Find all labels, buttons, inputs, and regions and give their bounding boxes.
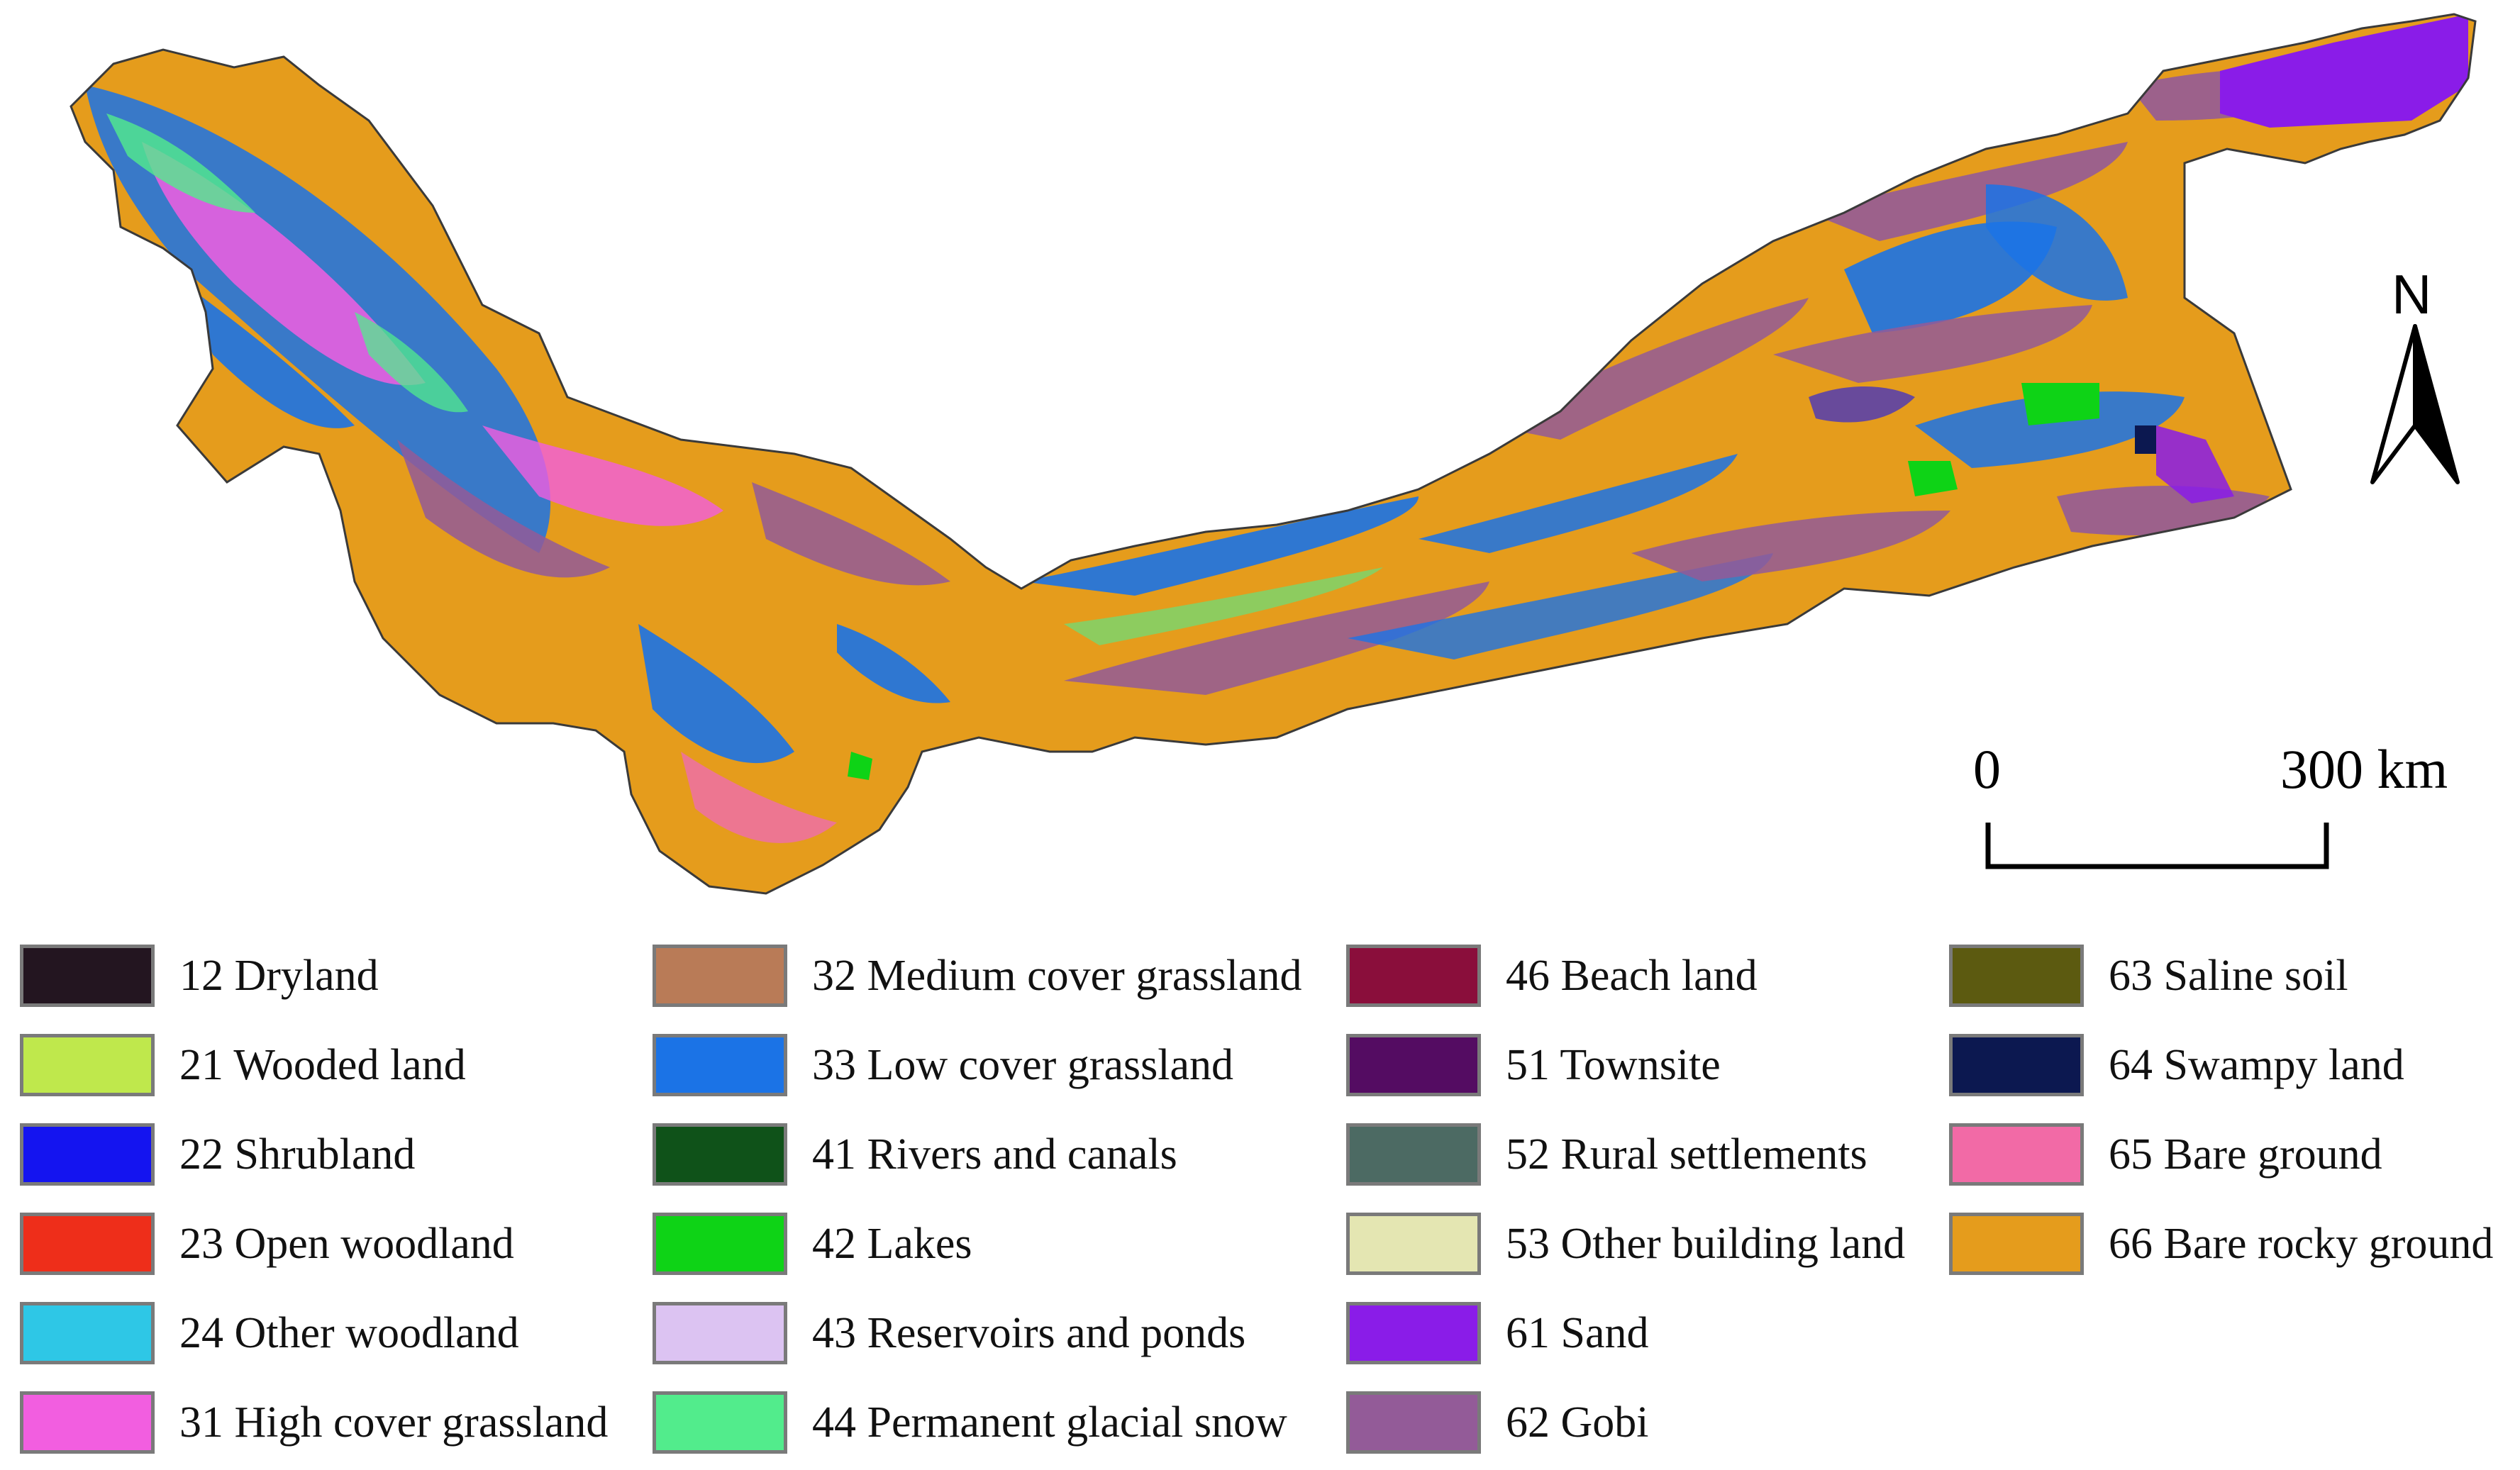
legend-label: 53 Other building land bbox=[1506, 1220, 1906, 1268]
legend-swatch bbox=[20, 1123, 155, 1186]
scale-start-label: 0 bbox=[1973, 738, 2001, 800]
legend-swatch bbox=[1346, 945, 1481, 1007]
legend-swatch bbox=[1949, 945, 2084, 1007]
legend-label: 43 Reservoirs and ponds bbox=[812, 1309, 1246, 1357]
legend-swatch bbox=[653, 1034, 787, 1096]
legend-label: 42 Lakes bbox=[812, 1220, 972, 1268]
legend-label: 23 Open woodland bbox=[179, 1220, 514, 1268]
land-use-map bbox=[70, 13, 2477, 895]
legend-swatch bbox=[1949, 1213, 2084, 1275]
legend-swatch bbox=[1949, 1123, 2084, 1186]
legend-swatch bbox=[1949, 1034, 2084, 1096]
legend-label: 41 Rivers and canals bbox=[812, 1130, 1177, 1179]
legend-swatch bbox=[1346, 1213, 1481, 1275]
north-arrow-icon bbox=[2370, 324, 2460, 484]
north-label: N bbox=[2392, 263, 2432, 325]
legend-swatch bbox=[653, 1302, 787, 1364]
legend-swatch bbox=[20, 1302, 155, 1364]
map-region-fill bbox=[71, 14, 2475, 893]
legend-label: 24 Other woodland bbox=[179, 1309, 519, 1357]
legend-swatch bbox=[1346, 1123, 1481, 1186]
legend-swatch bbox=[1346, 1391, 1481, 1454]
legend-label: 33 Low cover grassland bbox=[812, 1041, 1233, 1089]
legend-label: 21 Wooded land bbox=[179, 1041, 466, 1089]
legend-swatch bbox=[20, 945, 155, 1007]
legend-swatch bbox=[653, 1391, 787, 1454]
legend-label: 64 Swampy land bbox=[2109, 1041, 2404, 1089]
legend-label: 44 Permanent glacial snow bbox=[812, 1398, 1287, 1447]
legend-label: 51 Townsite bbox=[1506, 1041, 1721, 1089]
legend-swatch bbox=[20, 1391, 155, 1454]
legend-label: 12 Dryland bbox=[179, 952, 379, 1000]
legend-swatch bbox=[1346, 1034, 1481, 1096]
legend-label: 62 Gobi bbox=[1506, 1398, 1649, 1447]
legend-label: 32 Medium cover grassland bbox=[812, 952, 1302, 1000]
legend-swatch bbox=[20, 1034, 155, 1096]
legend-label: 46 Beach land bbox=[1506, 952, 1758, 1000]
legend-swatch bbox=[653, 1213, 787, 1275]
legend-label: 63 Saline soil bbox=[2109, 952, 2348, 1000]
legend: 12 Dryland 21 Wooded land 22 Shrubland 23 O… bbox=[0, 929, 2520, 1468]
legend-label: 66 Bare rocky ground bbox=[2109, 1220, 2494, 1268]
region-boundary bbox=[70, 13, 2477, 895]
legend-label: 52 Rural settlements bbox=[1506, 1130, 1867, 1179]
legend-swatch bbox=[1346, 1302, 1481, 1364]
scale-end-label: 300 km bbox=[2280, 738, 2448, 800]
legend-swatch bbox=[653, 1123, 787, 1186]
scale-bar bbox=[1985, 823, 2329, 869]
legend-label: 22 Shrubland bbox=[179, 1130, 416, 1179]
legend-swatch bbox=[20, 1213, 155, 1275]
legend-label: 61 Sand bbox=[1506, 1309, 1649, 1357]
legend-swatch bbox=[653, 945, 787, 1007]
legend-label: 65 Bare ground bbox=[2109, 1130, 2382, 1179]
legend-label: 31 High cover grassland bbox=[179, 1398, 609, 1447]
